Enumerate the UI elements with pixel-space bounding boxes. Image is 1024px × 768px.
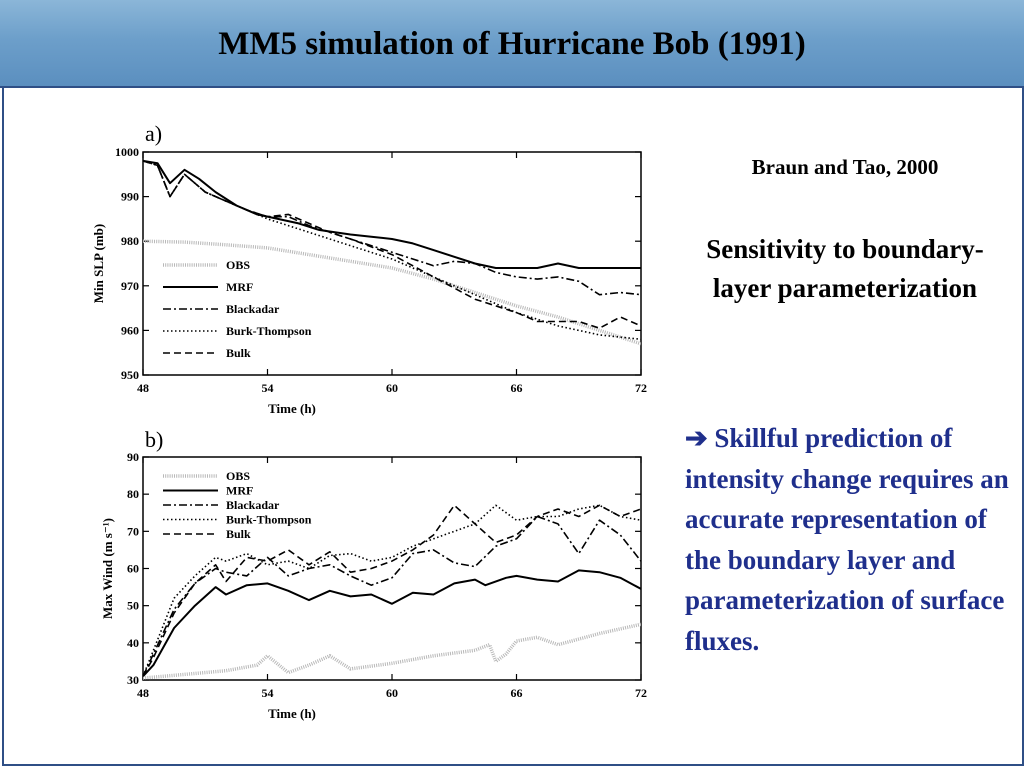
x-axis-label: Time (h) xyxy=(268,706,316,721)
y-tick-label: 980 xyxy=(121,234,139,248)
y-tick-label: 990 xyxy=(121,190,139,204)
bullet-text: Skillful prediction of intensity change … xyxy=(685,423,1009,656)
x-axis-label: Time (h) xyxy=(268,401,316,416)
reference-citation: Braun and Tao, 2000 xyxy=(751,155,939,179)
series-line-mrf xyxy=(143,569,641,677)
series-line-burk-thompson xyxy=(143,160,641,341)
x-tick-label: 48 xyxy=(137,686,149,700)
legend-label: MRF xyxy=(226,280,253,294)
y-tick-label: 970 xyxy=(121,279,139,293)
x-tick-label: 60 xyxy=(386,686,398,700)
bullet-point: ➔ Skillful prediction of intensity chang… xyxy=(685,418,1015,661)
x-tick-label: 54 xyxy=(262,686,274,700)
legend-label: Bulk xyxy=(226,346,251,360)
y-tick-label: 960 xyxy=(121,323,139,337)
panel-label: a) xyxy=(145,121,162,146)
y-tick-label: 950 xyxy=(121,368,139,382)
legend-label: MRF xyxy=(226,484,253,498)
chart-panel-2: b) 48 54 60 66 72 30 40 50 60 70 80 90 Time (h) Max Wi… xyxy=(100,427,647,721)
legend-label: Burk-Thompson xyxy=(226,324,312,338)
chart-panel-1: a) 48 54 60 66 72 950 960 970 980 990 1000 Time (h) M… xyxy=(91,121,647,416)
series-line-burk-thompson xyxy=(143,504,641,677)
y-tick-label: 40 xyxy=(127,636,139,650)
series-line-bulk xyxy=(143,160,641,329)
legend-label: OBS xyxy=(226,469,250,483)
panel-label: b) xyxy=(145,427,163,452)
y-tick-label: 50 xyxy=(127,599,139,613)
y-tick-label: 70 xyxy=(127,524,139,538)
slide-frame xyxy=(2,88,1024,766)
x-tick-label: 66 xyxy=(511,381,523,395)
legend-label: Blackadar xyxy=(226,302,280,316)
series-line-bulk xyxy=(143,504,641,677)
y-axis-label: Max Wind (m s⁻¹) xyxy=(100,518,115,619)
y-tick-label: 30 xyxy=(127,673,139,687)
x-tick-label: 72 xyxy=(635,381,647,395)
y-tick-label: 90 xyxy=(127,450,139,464)
y-tick-label: 1000 xyxy=(115,145,139,159)
legend-label: Bulk xyxy=(226,527,251,541)
legend-label: Blackadar xyxy=(226,498,280,512)
plot-frame xyxy=(142,151,642,376)
y-tick-label: 60 xyxy=(127,562,139,576)
series-line-blackadar xyxy=(143,160,641,296)
y-axis-label: Min SLP (mb) xyxy=(91,224,106,303)
slide-header xyxy=(0,0,1024,88)
x-tick-label: 48 xyxy=(137,381,149,395)
series-line-obs xyxy=(143,622,641,680)
x-tick-label: 54 xyxy=(262,381,274,395)
series-line-obs xyxy=(143,239,641,346)
x-tick-label: 60 xyxy=(386,381,398,395)
slide-title: MM5 simulation of Hurricane Bob (1991) xyxy=(218,26,806,62)
series-line-blackadar xyxy=(143,515,641,677)
series-line-mrf xyxy=(143,159,641,269)
x-tick-label: 72 xyxy=(635,686,647,700)
x-tick-label: 66 xyxy=(511,686,523,700)
y-tick-label: 80 xyxy=(127,487,139,501)
arrow-right-icon: ➔ xyxy=(685,423,708,453)
legend-label: Burk-Thompson xyxy=(226,513,312,527)
slide-subtitle: Sensitivity to boundary-layer parameteri… xyxy=(706,234,984,303)
legend-label: OBS xyxy=(226,258,250,272)
